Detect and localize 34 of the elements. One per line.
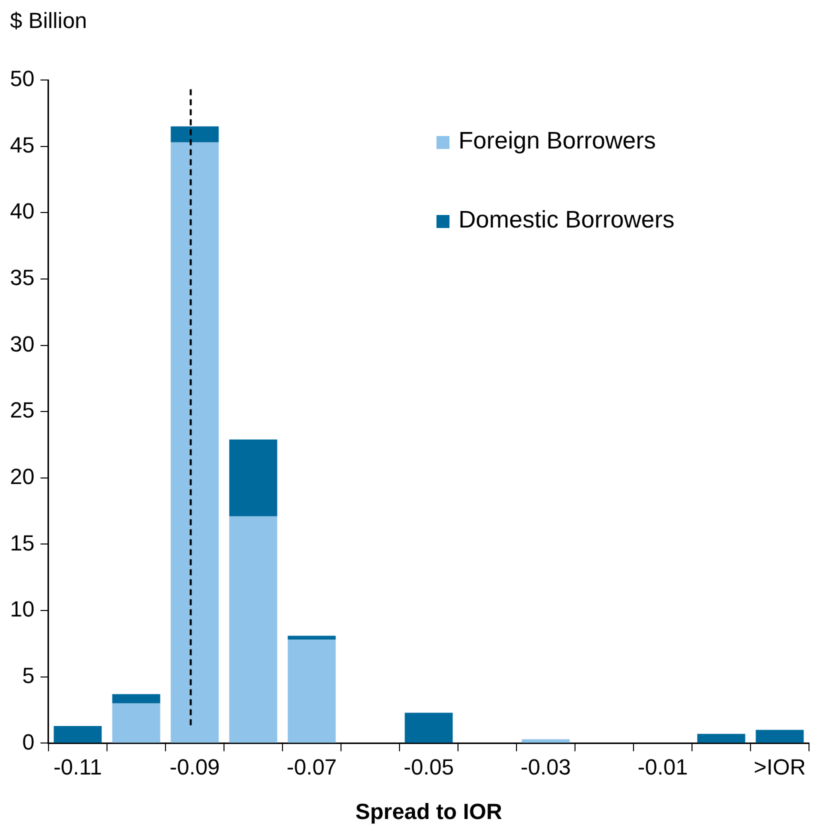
y-tick-label: 0 <box>22 729 34 754</box>
bar <box>54 726 102 743</box>
bar <box>112 703 160 743</box>
bar <box>229 439 278 516</box>
bar <box>756 730 804 743</box>
y-tick-label: 30 <box>10 331 34 356</box>
y-tick-label: 40 <box>10 198 34 224</box>
bar <box>522 739 570 743</box>
legend-label: Foreign Borrowers <box>458 128 656 155</box>
x-tick-label: -0.07 <box>286 754 337 780</box>
bar <box>404 712 453 743</box>
y-tick-label: 20 <box>10 464 34 489</box>
y-axis-title: $ Billion <box>10 8 88 34</box>
x-tick-label: -0.03 <box>520 754 571 780</box>
bar <box>112 694 160 704</box>
x-tick-label: -0.01 <box>638 754 688 780</box>
y-tick-label: 5 <box>22 662 34 688</box>
bar <box>229 516 278 743</box>
y-tick-label: 15 <box>10 530 34 556</box>
x-axis-title: Spread to IOR <box>355 798 502 824</box>
y-tick-label: 35 <box>10 265 34 290</box>
y-tick-label: 50 <box>10 66 34 92</box>
legend-label: Domestic Borrowers <box>458 206 675 234</box>
bar <box>170 126 219 142</box>
bar <box>697 734 746 743</box>
x-tick-label: -0.11 <box>53 754 102 780</box>
x-tick-label: >IOR <box>754 754 806 780</box>
y-tick-label: 45 <box>10 132 34 158</box>
bar <box>288 640 336 743</box>
y-tick-label: 25 <box>10 398 34 423</box>
y-tick-label: 10 <box>10 596 34 622</box>
x-tick-label: -0.09 <box>170 754 220 780</box>
x-tick-label: -0.05 <box>404 754 454 780</box>
bar <box>170 142 219 743</box>
